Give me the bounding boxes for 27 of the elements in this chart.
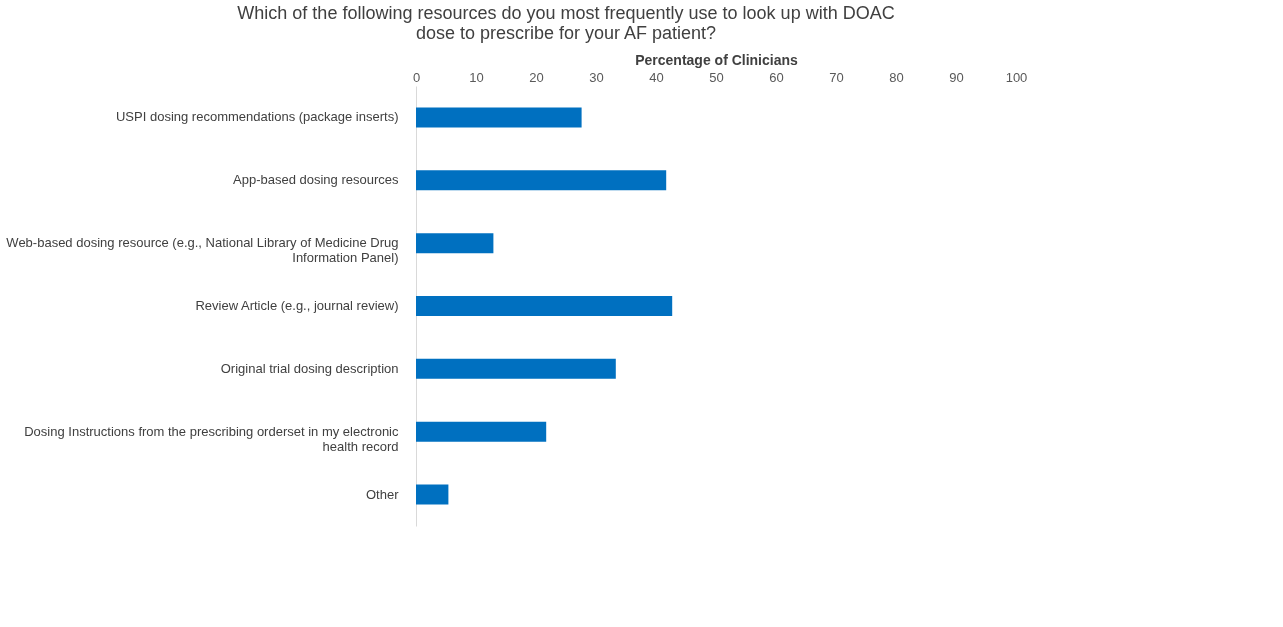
y-tick-label: Dosing Instructions from the prescribing orderset in my electronic health record (24, 423, 399, 454)
x-tick-label: 0 (412, 69, 421, 85)
x-tick-label: 10 (469, 69, 484, 85)
bar (416, 233, 494, 254)
x-tick-label: 50 (709, 69, 724, 85)
x-tick-label: 90 (949, 69, 964, 85)
x-tick-label: 60 (769, 69, 784, 85)
x-tick-label: 80 (889, 69, 904, 85)
chart-title: Which of the following resources do you most frequently use to look up with DOAC dose to prescribe for your AF patient? (237, 3, 895, 43)
y-tick-label: App-based dosing resources (233, 172, 399, 188)
y-tick-label: USPI dosing recommendations (package inserts) (115, 109, 399, 125)
x-axis-title: Percentage of Clinicians (635, 51, 799, 68)
y-tick-label: Original trial dosing description (220, 360, 399, 376)
x-tick-label: 100 (1005, 69, 1028, 85)
bar (416, 170, 667, 191)
bar (416, 107, 582, 128)
x-tick-label: 70 (829, 69, 844, 85)
y-tick-label: Web-based dosing resource (e.g., National Library of Medicine Drug Information Panel) (6, 235, 399, 266)
x-tick-label: 30 (589, 69, 604, 85)
x-tick-label: 20 (529, 69, 544, 85)
bar (416, 296, 673, 316)
y-tick-label: Other (365, 486, 400, 502)
y-tick-label: Review Article (e.g., journal review) (195, 298, 399, 313)
bar (416, 484, 449, 505)
x-tick-label: 40 (649, 69, 664, 85)
bar (416, 358, 616, 379)
bar (416, 421, 547, 442)
